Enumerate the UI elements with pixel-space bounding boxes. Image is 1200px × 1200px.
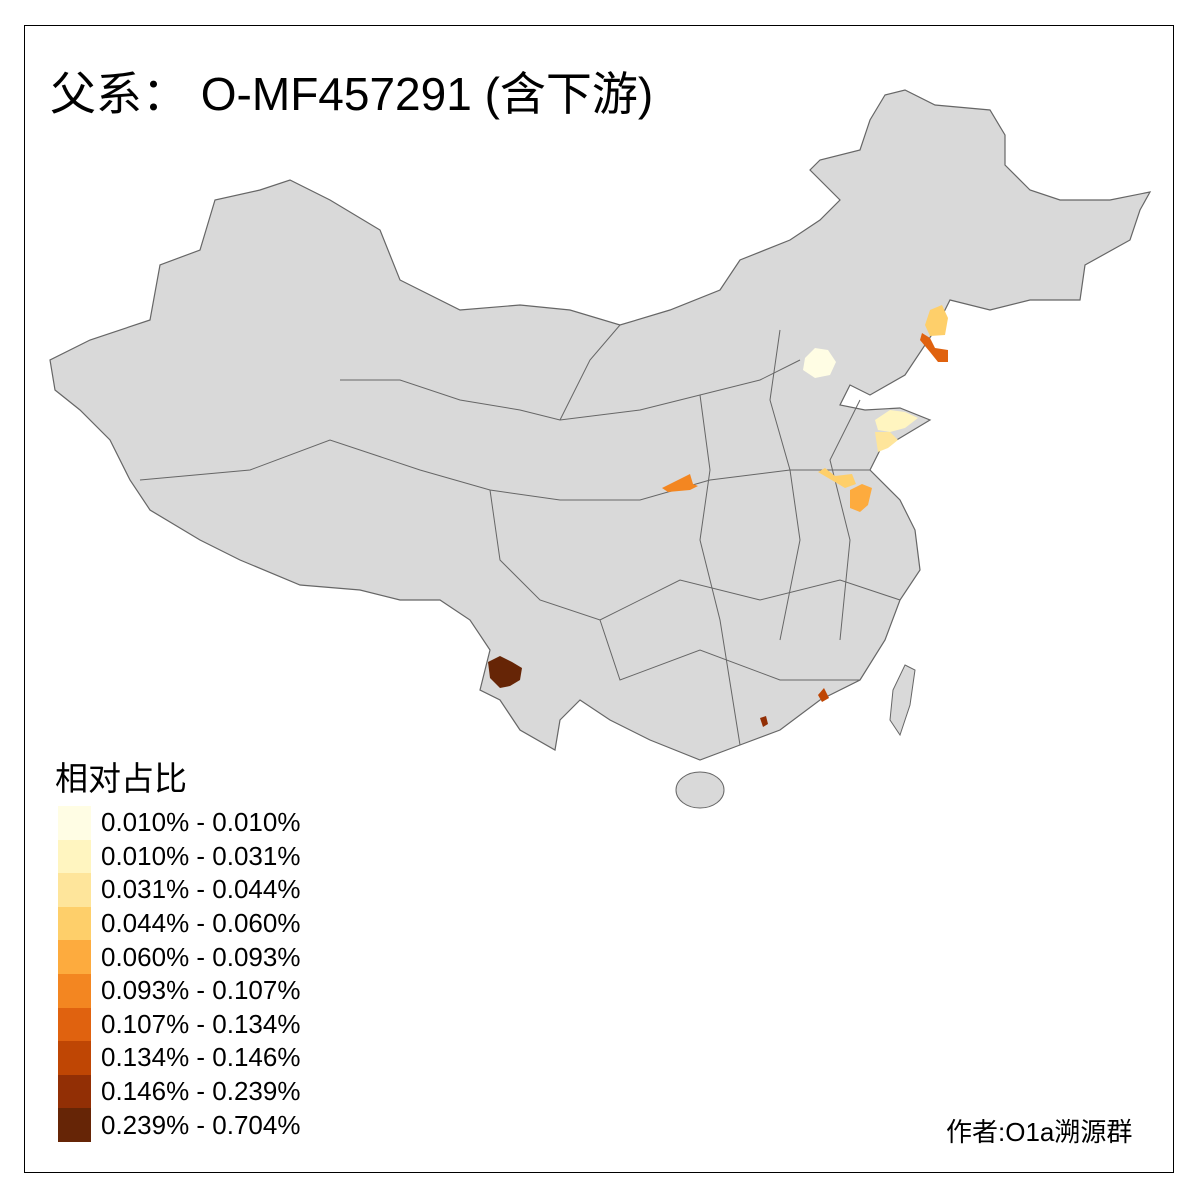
legend-swatch: [58, 806, 91, 840]
legend-label: 0.239% - 0.704%: [101, 1109, 301, 1140]
legend-label: 0.044% - 0.060%: [101, 908, 301, 939]
region-guangdong-central: [760, 716, 768, 727]
legend-swatch: [58, 1074, 91, 1109]
province-borders: [139, 324, 901, 746]
region-shaanxi-central: [662, 474, 698, 492]
legend: 0.010% - 0.010% 0.010% - 0.031% 0.031% - 0…: [58, 806, 300, 1142]
legend-item: 0.093% - 0.107%: [58, 973, 301, 1008]
legend-item: 0.044% - 0.060%: [58, 906, 301, 941]
region-liaoning-dalian: [920, 333, 948, 362]
legend-swatch: [58, 1041, 91, 1075]
region-yunnan-southwest: [488, 656, 522, 688]
legend-swatch: [58, 973, 91, 1008]
legend-item: 0.010% - 0.010%: [58, 806, 300, 840]
legend-swatch: [58, 873, 91, 907]
legend-label: 0.060% - 0.093%: [101, 941, 301, 972]
legend-item: 0.031% - 0.044%: [58, 873, 300, 907]
legend-title: 相对占比: [55, 759, 187, 798]
region-shandong-east: [875, 410, 918, 432]
legend-swatch: [58, 1007, 91, 1042]
legend-item: 0.060% - 0.093%: [58, 940, 300, 974]
legend-item: 0.134% - 0.146%: [58, 1041, 300, 1075]
region-liaoning-north: [925, 305, 948, 336]
legend-item: 0.010% - 0.031%: [58, 839, 301, 874]
region-guangdong-east: [818, 688, 829, 702]
map-frame: [24, 25, 1174, 1173]
legend-swatch: [58, 906, 91, 941]
legend-swatch: [58, 940, 91, 974]
legend-label: 0.010% - 0.031%: [101, 840, 301, 871]
region-shandong-southeast: [875, 432, 898, 452]
map-title: 父系： O-MF457291 (含下游): [50, 68, 654, 120]
legend-label: 0.107% - 0.134%: [101, 1008, 301, 1039]
region-jiangsu-north: [818, 468, 856, 488]
legend-swatch: [58, 1108, 91, 1142]
author-credit: 作者:O1a溯源群: [946, 1117, 1133, 1147]
legend-item: 0.239% - 0.704%: [58, 1108, 300, 1142]
legend-label: 0.134% - 0.146%: [101, 1042, 301, 1073]
legend-label: 0.010% - 0.010%: [101, 807, 301, 838]
legend-item: 0.107% - 0.134%: [58, 1007, 301, 1042]
legend-item: 0.146% - 0.239%: [58, 1074, 301, 1109]
china-mainland: [49, 89, 1152, 761]
region-beijing: [803, 348, 836, 378]
legend-label: 0.031% - 0.044%: [101, 874, 301, 905]
hainan: [675, 771, 725, 809]
legend-swatch: [58, 839, 91, 874]
legend-label: 0.093% - 0.107%: [101, 975, 301, 1006]
legend-label: 0.146% - 0.239%: [101, 1076, 301, 1107]
taiwan: [889, 664, 916, 737]
region-jiangsu-central: [850, 484, 872, 512]
